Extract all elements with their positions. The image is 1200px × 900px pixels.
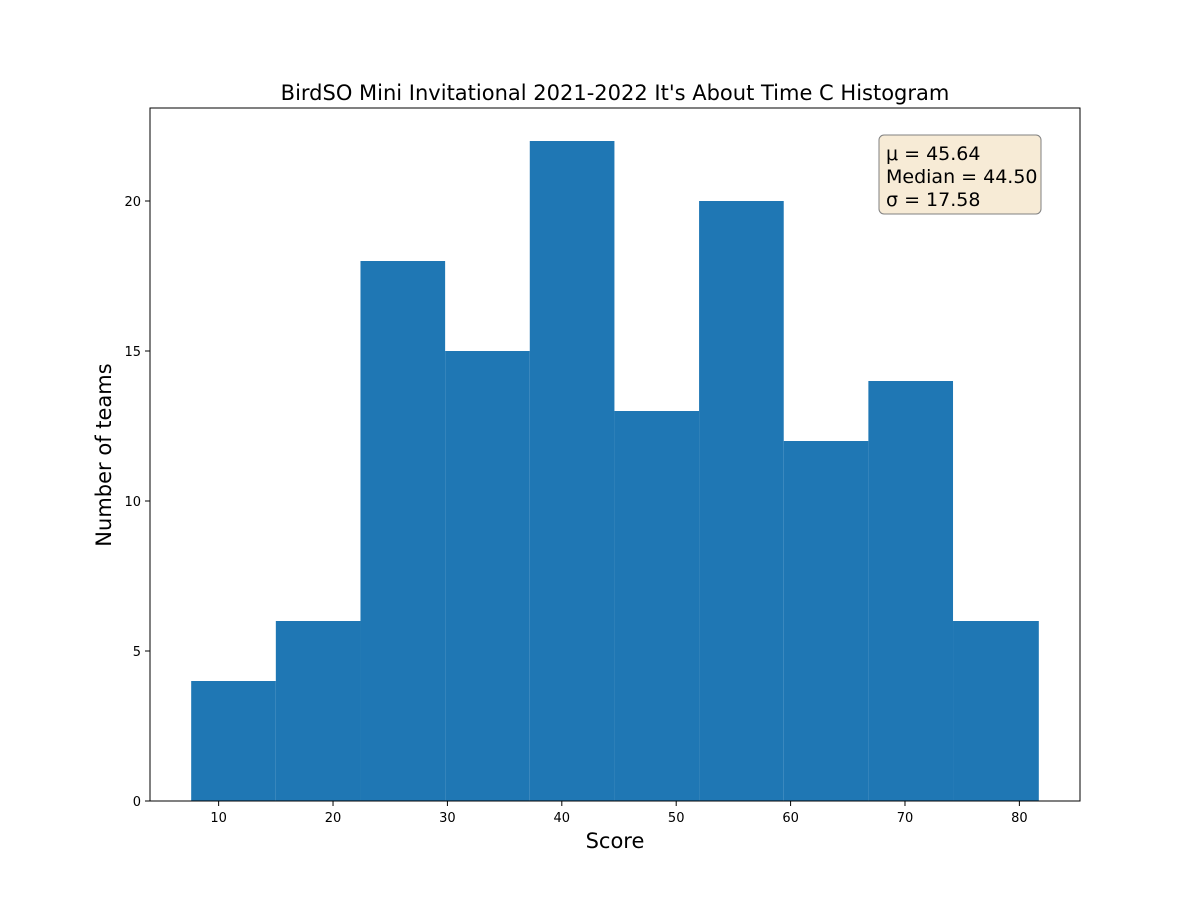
x-tick-label: 80 bbox=[1011, 811, 1028, 826]
y-tick-label: 15 bbox=[124, 345, 141, 360]
x-ticks: 10 20 30 40 50 60 70 80 bbox=[210, 801, 1028, 826]
histogram-bar bbox=[360, 261, 446, 801]
chart-title: BirdSO Mini Invitational 2021-2022 It's … bbox=[281, 81, 950, 105]
histogram-bar bbox=[699, 201, 784, 801]
x-tick-label: 30 bbox=[439, 811, 456, 826]
histogram-bar bbox=[614, 411, 700, 801]
y-tick-label: 0 bbox=[133, 795, 141, 810]
stats-median: Median = 44.50 bbox=[886, 166, 1038, 188]
x-axis-label: Score bbox=[586, 829, 645, 853]
histogram-bar bbox=[191, 681, 276, 801]
histogram-bar bbox=[445, 351, 530, 801]
y-tick-label: 5 bbox=[133, 645, 141, 660]
y-axis-label: Number of teams bbox=[92, 363, 116, 546]
x-tick-label: 10 bbox=[210, 811, 227, 826]
y-tick-label: 10 bbox=[124, 495, 141, 510]
bars-group bbox=[191, 141, 1039, 801]
histogram-bar bbox=[868, 381, 954, 801]
plot-frame bbox=[149, 107, 1081, 802]
x-tick-label: 20 bbox=[325, 811, 342, 826]
y-tick-label: 20 bbox=[124, 195, 141, 210]
histogram-bar bbox=[783, 441, 869, 801]
histogram-bar bbox=[953, 621, 1039, 801]
stats-box: μ = 45.64 Median = 44.50 σ = 17.58 bbox=[878, 134, 1042, 215]
stats-sigma: σ = 17.58 bbox=[886, 189, 980, 211]
stats-box-background bbox=[878, 134, 1042, 215]
histogram-bar bbox=[529, 141, 615, 801]
x-tick-label: 50 bbox=[668, 811, 685, 826]
x-tick-label: 70 bbox=[897, 811, 914, 826]
y-ticks: 0 5 10 15 20 bbox=[124, 195, 150, 810]
x-tick-label: 60 bbox=[782, 811, 799, 826]
stats-mean: μ = 45.64 bbox=[886, 143, 980, 165]
x-tick-label: 40 bbox=[554, 811, 571, 826]
histogram-bar bbox=[275, 621, 361, 801]
